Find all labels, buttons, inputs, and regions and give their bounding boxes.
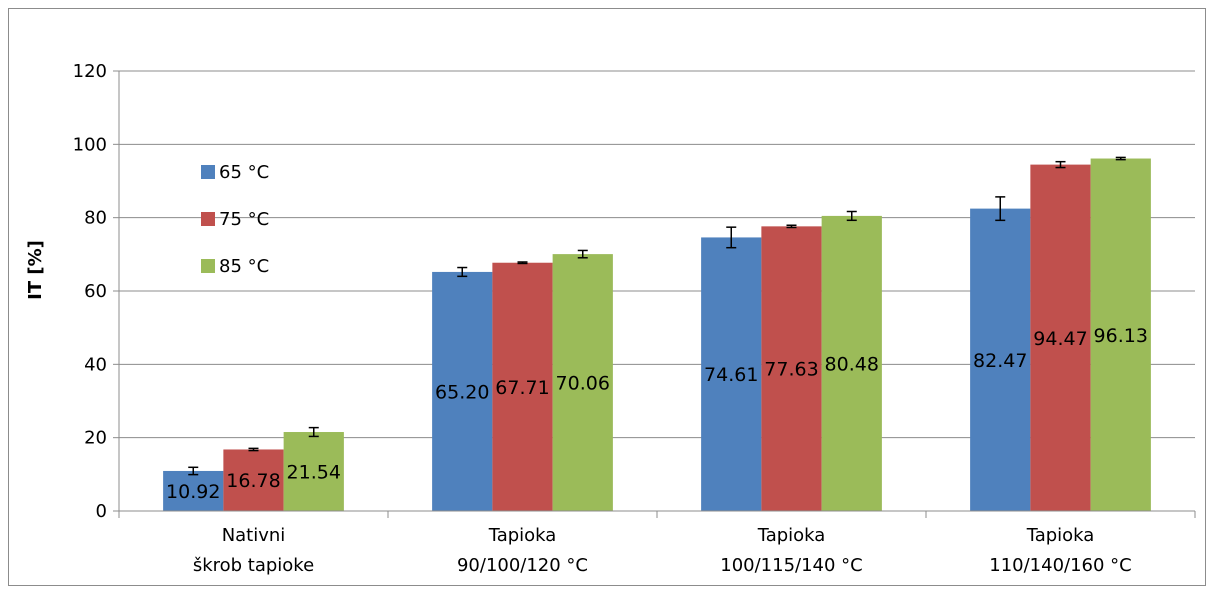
bar bbox=[761, 226, 822, 511]
data-label: 96.13 bbox=[1094, 325, 1148, 347]
legend-label: 85 °C bbox=[219, 256, 269, 277]
legend-swatch bbox=[201, 165, 215, 179]
x-tick-label: Tapioka bbox=[488, 525, 557, 546]
legend-swatch bbox=[201, 212, 215, 226]
data-label: 77.63 bbox=[764, 359, 818, 381]
legend-label: 65 °C bbox=[219, 162, 269, 183]
y-tick-label: 60 bbox=[84, 281, 107, 302]
y-tick-label: 20 bbox=[84, 428, 107, 449]
chart-frame: 0 20 40 60 80 100 120 Nativni škrob tapioke Tapio… bbox=[8, 8, 1206, 586]
bar bbox=[701, 237, 762, 511]
error-bars bbox=[188, 156, 1126, 476]
bar bbox=[163, 470, 224, 511]
y-tick-label: 100 bbox=[73, 134, 107, 155]
x-tick-label: Tapioka bbox=[757, 525, 826, 546]
bar bbox=[1030, 164, 1091, 512]
bar bbox=[970, 208, 1031, 512]
legend-label: 75 °C bbox=[219, 209, 269, 230]
y-tick-label: 40 bbox=[84, 354, 107, 375]
x-tick-label: Nativni bbox=[222, 525, 286, 546]
data-label: 65.20 bbox=[435, 381, 489, 403]
y-axis-title: IT [%] bbox=[25, 240, 46, 300]
bar bbox=[283, 432, 344, 511]
data-label: 10.92 bbox=[166, 481, 220, 503]
data-labels: 10.92 16.78 21.54 65.20 67.71 70.06 74.61 77.63… bbox=[166, 325, 1148, 503]
data-label: 21.54 bbox=[287, 462, 341, 484]
data-label: 67.71 bbox=[495, 377, 549, 399]
bars bbox=[163, 158, 1151, 512]
data-label: 70.06 bbox=[556, 373, 610, 395]
y-tick-label: 80 bbox=[84, 208, 107, 229]
y-tick-label: 120 bbox=[73, 61, 107, 82]
data-label: 94.47 bbox=[1033, 328, 1087, 350]
bar bbox=[821, 215, 882, 511]
x-tick-label: škrob tapioke bbox=[193, 555, 314, 576]
legend-swatch bbox=[201, 259, 215, 273]
data-label: 80.48 bbox=[825, 353, 879, 375]
data-label: 74.61 bbox=[704, 364, 758, 386]
x-tick-label: Tapioka bbox=[1026, 525, 1095, 546]
bar bbox=[1090, 158, 1151, 512]
y-tick-label: 0 bbox=[96, 501, 107, 522]
bar bbox=[552, 254, 613, 511]
x-tick-label: 90/100/120 °C bbox=[457, 555, 588, 576]
data-label: 16.78 bbox=[226, 470, 280, 492]
legend: 65 °C 75 °C 85 °C bbox=[201, 162, 269, 277]
data-label: 82.47 bbox=[973, 350, 1027, 372]
bar-chart: 0 20 40 60 80 100 120 Nativni škrob tapioke Tapio… bbox=[25, 61, 1196, 576]
x-tick-label: 110/140/160 °C bbox=[989, 555, 1132, 576]
bar bbox=[432, 271, 493, 511]
bar bbox=[492, 262, 553, 511]
bar bbox=[223, 449, 284, 511]
x-tick-label: 100/115/140 °C bbox=[720, 555, 863, 576]
axes: 0 20 40 60 80 100 120 Nativni škrob tapioke Tapio… bbox=[73, 61, 1196, 576]
